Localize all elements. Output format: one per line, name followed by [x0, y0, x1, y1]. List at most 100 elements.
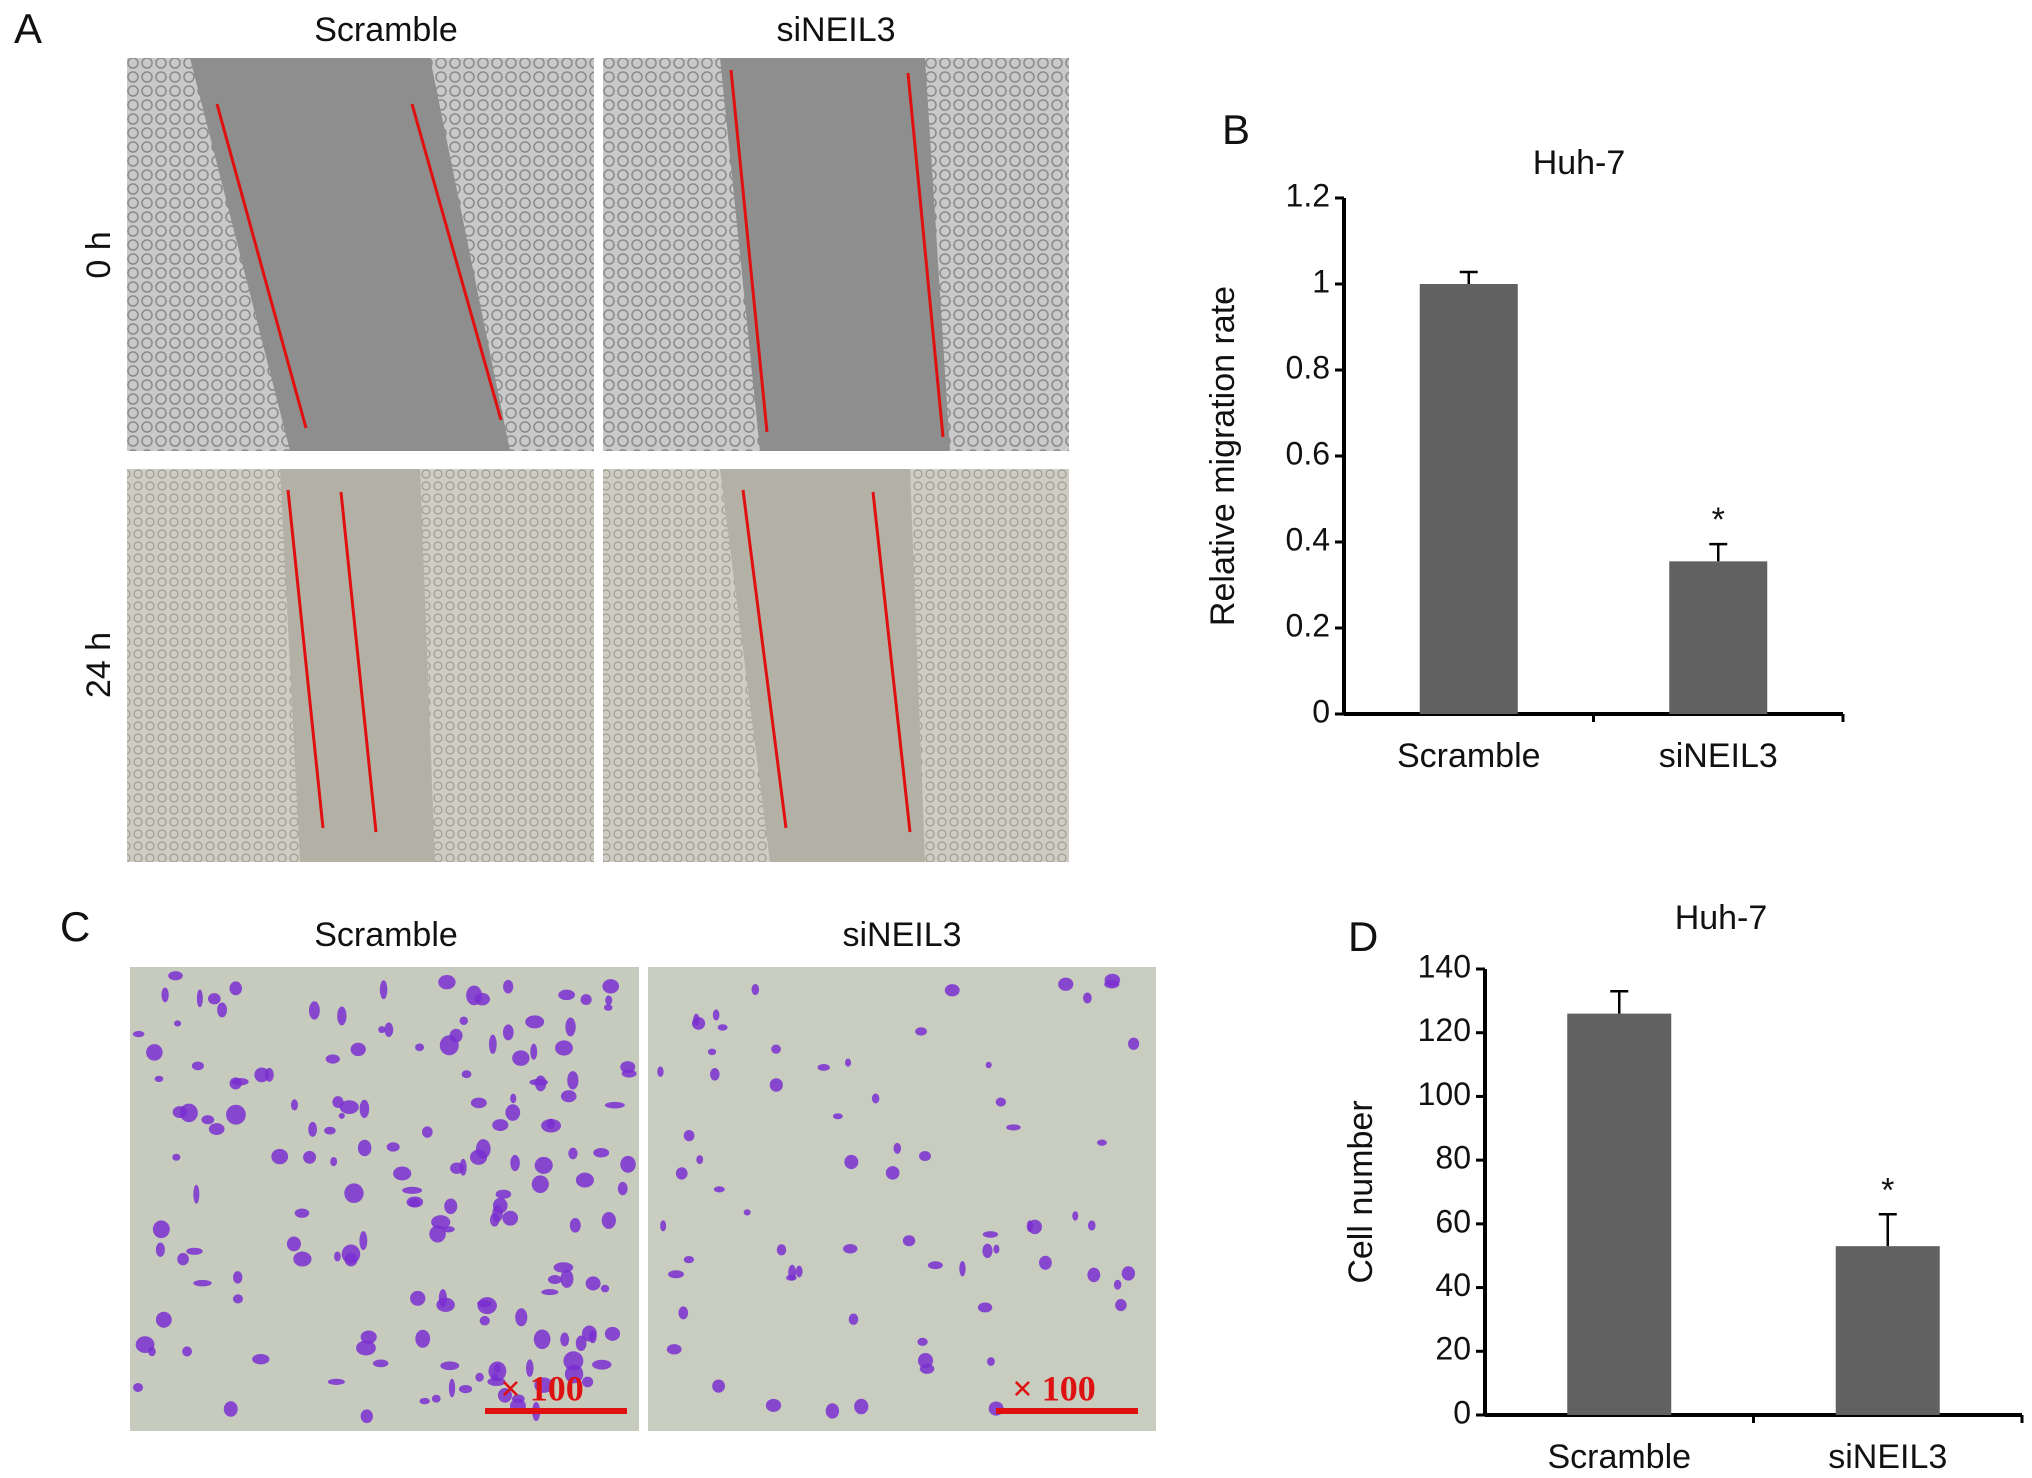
stained-cell	[201, 1115, 215, 1125]
stained-cell	[217, 1002, 227, 1018]
stained-cell	[555, 1040, 573, 1056]
stained-cell	[512, 1050, 530, 1066]
stained-cell	[324, 1126, 336, 1135]
y-tick-label: 60	[1435, 1203, 1471, 1239]
stained-cell	[207, 993, 221, 1005]
stained-cell	[229, 981, 243, 996]
stained-cell	[393, 1166, 412, 1181]
stained-cell	[497, 1387, 512, 1403]
stained-cell	[182, 1346, 192, 1357]
transwell-image	[130, 967, 639, 1431]
stained-cell	[832, 1113, 843, 1120]
y-tick-label: 120	[1418, 1012, 1471, 1048]
stained-cell	[565, 1017, 576, 1037]
stained-cell	[152, 1220, 170, 1239]
stained-cell	[707, 1048, 717, 1056]
significance-mark: *	[1712, 501, 1725, 539]
stained-cell	[985, 1061, 992, 1069]
stained-cell	[848, 1313, 859, 1325]
stained-cell	[386, 1142, 400, 1152]
y-tick-label: 1.2	[1286, 177, 1330, 213]
stained-cell	[186, 1247, 203, 1255]
stained-cell	[477, 1299, 492, 1308]
stained-cell	[489, 1213, 500, 1227]
stained-cell	[717, 1024, 728, 1031]
stained-cell	[429, 1225, 446, 1243]
stained-cell	[530, 1043, 538, 1060]
stained-cell	[172, 1106, 188, 1119]
stained-cell	[1104, 979, 1120, 989]
stained-cell	[531, 1175, 549, 1193]
stained-cell	[308, 1001, 320, 1020]
stained-cell	[308, 1121, 318, 1137]
stained-cell	[503, 979, 514, 994]
stained-cell	[1087, 1267, 1101, 1283]
stained-cell	[154, 1075, 164, 1083]
stained-cell	[560, 1332, 570, 1347]
stained-cell	[592, 1359, 612, 1370]
y-tick-label: 0.4	[1286, 521, 1330, 557]
stained-cell	[533, 1329, 551, 1350]
stained-cell	[617, 1181, 628, 1196]
stained-cell	[547, 1274, 562, 1285]
stained-cell	[602, 979, 620, 994]
stained-cell	[927, 1261, 943, 1270]
row-label: 0 h	[80, 231, 118, 278]
stained-cell	[917, 1352, 934, 1369]
stained-cell	[232, 1271, 243, 1284]
stained-cell	[515, 1308, 528, 1327]
bar	[1567, 1013, 1672, 1415]
stained-cell	[372, 1359, 389, 1368]
stained-cell	[534, 1156, 553, 1174]
y-tick-label: 1	[1312, 263, 1330, 299]
stained-cell	[713, 1186, 725, 1193]
stained-cell	[208, 1123, 225, 1136]
stained-cell	[487, 1377, 506, 1387]
panel-label: D	[1348, 913, 1378, 960]
stained-cell	[604, 1326, 621, 1341]
stained-cell	[356, 1340, 376, 1356]
stained-cell	[560, 1269, 574, 1288]
stained-cell	[337, 1006, 347, 1026]
stained-cell	[917, 1337, 928, 1346]
stained-cell	[155, 1311, 172, 1328]
stained-cell	[332, 1096, 344, 1109]
y-tick-label: 0.6	[1286, 435, 1330, 471]
stained-cell	[360, 1330, 377, 1344]
stained-cell	[987, 1357, 995, 1366]
stained-cell	[223, 1401, 238, 1417]
stained-cell	[854, 1398, 869, 1415]
bar	[1835, 1246, 1940, 1415]
stained-cell	[431, 1215, 451, 1230]
stained-cell	[475, 1139, 491, 1159]
stained-cell	[161, 987, 169, 1003]
stained-cell	[563, 1351, 584, 1371]
stained-cell	[657, 1066, 664, 1077]
stained-cell	[359, 1099, 370, 1119]
column-label: Scramble	[314, 916, 458, 954]
stained-cell	[534, 1377, 554, 1393]
stained-cell	[977, 1302, 993, 1313]
stained-cell	[1006, 1124, 1021, 1131]
stained-cell	[410, 1290, 426, 1306]
stained-cell	[330, 1156, 338, 1167]
stained-cell	[765, 1398, 782, 1412]
stained-cell	[438, 974, 456, 990]
y-tick-label: 20	[1435, 1331, 1471, 1367]
stained-cell	[915, 1027, 927, 1036]
stained-cell	[1121, 1266, 1136, 1281]
stained-cell	[529, 1078, 549, 1086]
stained-cell	[325, 1054, 340, 1064]
stained-cell	[415, 1329, 431, 1348]
stained-cell	[422, 1126, 433, 1138]
stained-cell	[339, 1100, 359, 1115]
stained-cell	[601, 1211, 616, 1229]
y-axis-label: Relative migration rate	[1204, 286, 1242, 626]
stained-cell	[492, 1119, 509, 1132]
stained-cell	[817, 1063, 830, 1071]
stained-cell	[776, 1244, 787, 1256]
stained-cell	[1087, 1220, 1096, 1231]
stained-cell	[567, 1071, 579, 1090]
stained-cell	[492, 1197, 508, 1214]
stained-cell	[575, 1172, 594, 1188]
